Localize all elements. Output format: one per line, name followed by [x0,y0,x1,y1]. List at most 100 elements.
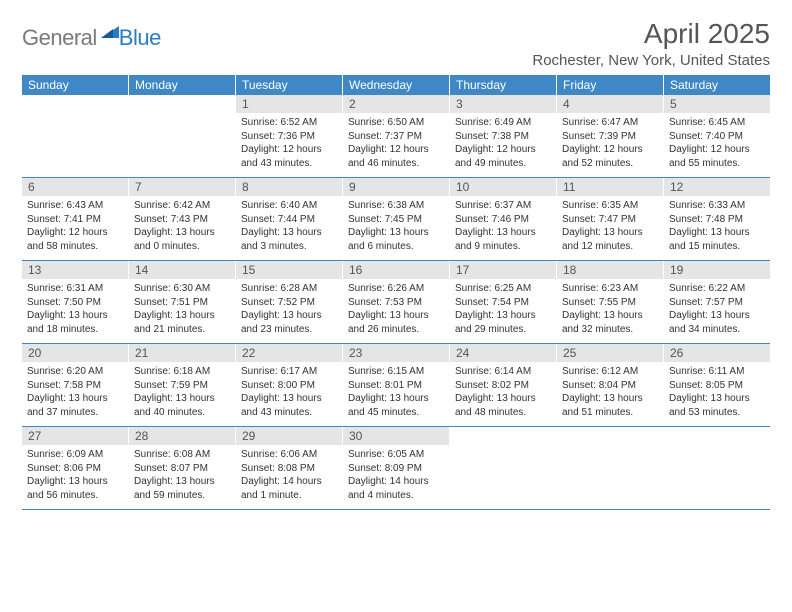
day-number: 7 [129,178,235,196]
sunrise-text: Sunrise: 6:09 AM [27,448,123,462]
sunset-text: Sunset: 8:08 PM [241,462,337,476]
day-cell: 28Sunrise: 6:08 AMSunset: 8:07 PMDayligh… [129,427,236,509]
day-body: Sunrise: 6:11 AMSunset: 8:05 PMDaylight:… [664,362,770,423]
day-cell: 29Sunrise: 6:06 AMSunset: 8:08 PMDayligh… [236,427,343,509]
day-body: Sunrise: 6:37 AMSunset: 7:46 PMDaylight:… [450,196,556,257]
sunset-text: Sunset: 7:50 PM [27,296,123,310]
day-cell: 26Sunrise: 6:11 AMSunset: 8:05 PMDayligh… [664,344,770,426]
day-body: Sunrise: 6:31 AMSunset: 7:50 PMDaylight:… [22,279,128,340]
weeks-container: ..1Sunrise: 6:52 AMSunset: 7:36 PMDaylig… [22,95,770,510]
sunset-text: Sunset: 8:04 PM [562,379,658,393]
sunrise-text: Sunrise: 6:42 AM [134,199,230,213]
sunrise-text: Sunrise: 6:15 AM [348,365,444,379]
day-body: Sunrise: 6:26 AMSunset: 7:53 PMDaylight:… [343,279,449,340]
day-cell: 7Sunrise: 6:42 AMSunset: 7:43 PMDaylight… [129,178,236,260]
sunset-text: Sunset: 7:43 PM [134,213,230,227]
daylight-text: Daylight: 13 hours and 9 minutes. [455,226,551,253]
sunrise-text: Sunrise: 6:22 AM [669,282,765,296]
sunset-text: Sunset: 7:54 PM [455,296,551,310]
daylight-text: Daylight: 13 hours and 23 minutes. [241,309,337,336]
day-number: 21 [129,344,235,362]
day-cell: . [129,95,236,177]
day-cell: 4Sunrise: 6:47 AMSunset: 7:39 PMDaylight… [557,95,664,177]
day-body: Sunrise: 6:22 AMSunset: 7:57 PMDaylight:… [664,279,770,340]
daylight-text: Daylight: 12 hours and 55 minutes. [669,143,765,170]
day-body: Sunrise: 6:17 AMSunset: 8:00 PMDaylight:… [236,362,342,423]
day-number: 3 [450,95,556,113]
daylight-text: Daylight: 13 hours and 48 minutes. [455,392,551,419]
day-cell: . [450,427,557,509]
day-body: Sunrise: 6:14 AMSunset: 8:02 PMDaylight:… [450,362,556,423]
day-body: Sunrise: 6:45 AMSunset: 7:40 PMDaylight:… [664,113,770,174]
day-cell: 27Sunrise: 6:09 AMSunset: 8:06 PMDayligh… [22,427,129,509]
daylight-text: Daylight: 12 hours and 58 minutes. [27,226,123,253]
day-body: Sunrise: 6:23 AMSunset: 7:55 PMDaylight:… [557,279,663,340]
sunset-text: Sunset: 8:05 PM [669,379,765,393]
week-row: ..1Sunrise: 6:52 AMSunset: 7:36 PMDaylig… [22,95,770,178]
daylight-text: Daylight: 13 hours and 15 minutes. [669,226,765,253]
weekday-header: Sunday [22,75,129,95]
daylight-text: Daylight: 13 hours and 53 minutes. [669,392,765,419]
sunrise-text: Sunrise: 6:33 AM [669,199,765,213]
day-number: 20 [22,344,128,362]
sunset-text: Sunset: 7:55 PM [562,296,658,310]
sunrise-text: Sunrise: 6:14 AM [455,365,551,379]
day-number: 28 [129,427,235,445]
sunrise-text: Sunrise: 6:52 AM [241,116,337,130]
sunrise-text: Sunrise: 6:25 AM [455,282,551,296]
weekday-header-row: Sunday Monday Tuesday Wednesday Thursday… [22,75,770,95]
logo-text-blue: Blue [119,25,161,51]
day-body: Sunrise: 6:30 AMSunset: 7:51 PMDaylight:… [129,279,235,340]
sunset-text: Sunset: 7:48 PM [669,213,765,227]
day-cell: 20Sunrise: 6:20 AMSunset: 7:58 PMDayligh… [22,344,129,426]
day-body: Sunrise: 6:50 AMSunset: 7:37 PMDaylight:… [343,113,449,174]
day-number: 29 [236,427,342,445]
day-cell: . [557,427,664,509]
day-number: 17 [450,261,556,279]
sunrise-text: Sunrise: 6:49 AM [455,116,551,130]
daylight-text: Daylight: 13 hours and 34 minutes. [669,309,765,336]
sunrise-text: Sunrise: 6:40 AM [241,199,337,213]
daylight-text: Daylight: 14 hours and 1 minute. [241,475,337,502]
daylight-text: Daylight: 12 hours and 43 minutes. [241,143,337,170]
day-cell: 18Sunrise: 6:23 AMSunset: 7:55 PMDayligh… [557,261,664,343]
location: Rochester, New York, United States [532,52,770,69]
day-number: 16 [343,261,449,279]
sunset-text: Sunset: 8:02 PM [455,379,551,393]
day-number: 4 [557,95,663,113]
day-number: 23 [343,344,449,362]
logo-triangle-icon [101,24,119,43]
sunrise-text: Sunrise: 6:17 AM [241,365,337,379]
weekday-header: Tuesday [236,75,343,95]
day-number: 24 [450,344,556,362]
sunrise-text: Sunrise: 6:20 AM [27,365,123,379]
sunset-text: Sunset: 7:41 PM [27,213,123,227]
sunrise-text: Sunrise: 6:37 AM [455,199,551,213]
day-cell: 19Sunrise: 6:22 AMSunset: 7:57 PMDayligh… [664,261,770,343]
day-body: Sunrise: 6:47 AMSunset: 7:39 PMDaylight:… [557,113,663,174]
sunset-text: Sunset: 7:36 PM [241,130,337,144]
daylight-text: Daylight: 13 hours and 18 minutes. [27,309,123,336]
sunrise-text: Sunrise: 6:43 AM [27,199,123,213]
day-number: 13 [22,261,128,279]
day-number: 9 [343,178,449,196]
sunset-text: Sunset: 7:37 PM [348,130,444,144]
daylight-text: Daylight: 12 hours and 49 minutes. [455,143,551,170]
weekday-header: Wednesday [343,75,450,95]
day-number: 19 [664,261,770,279]
daylight-text: Daylight: 13 hours and 40 minutes. [134,392,230,419]
day-cell: 1Sunrise: 6:52 AMSunset: 7:36 PMDaylight… [236,95,343,177]
sunset-text: Sunset: 7:51 PM [134,296,230,310]
daylight-text: Daylight: 13 hours and 29 minutes. [455,309,551,336]
daylight-text: Daylight: 13 hours and 59 minutes. [134,475,230,502]
day-number: 11 [557,178,663,196]
daylight-text: Daylight: 13 hours and 37 minutes. [27,392,123,419]
daylight-text: Daylight: 13 hours and 21 minutes. [134,309,230,336]
day-cell: 12Sunrise: 6:33 AMSunset: 7:48 PMDayligh… [664,178,770,260]
sunset-text: Sunset: 7:53 PM [348,296,444,310]
sunset-text: Sunset: 8:06 PM [27,462,123,476]
sunrise-text: Sunrise: 6:05 AM [348,448,444,462]
day-body: Sunrise: 6:43 AMSunset: 7:41 PMDaylight:… [22,196,128,257]
day-body: Sunrise: 6:20 AMSunset: 7:58 PMDaylight:… [22,362,128,423]
day-cell: 15Sunrise: 6:28 AMSunset: 7:52 PMDayligh… [236,261,343,343]
